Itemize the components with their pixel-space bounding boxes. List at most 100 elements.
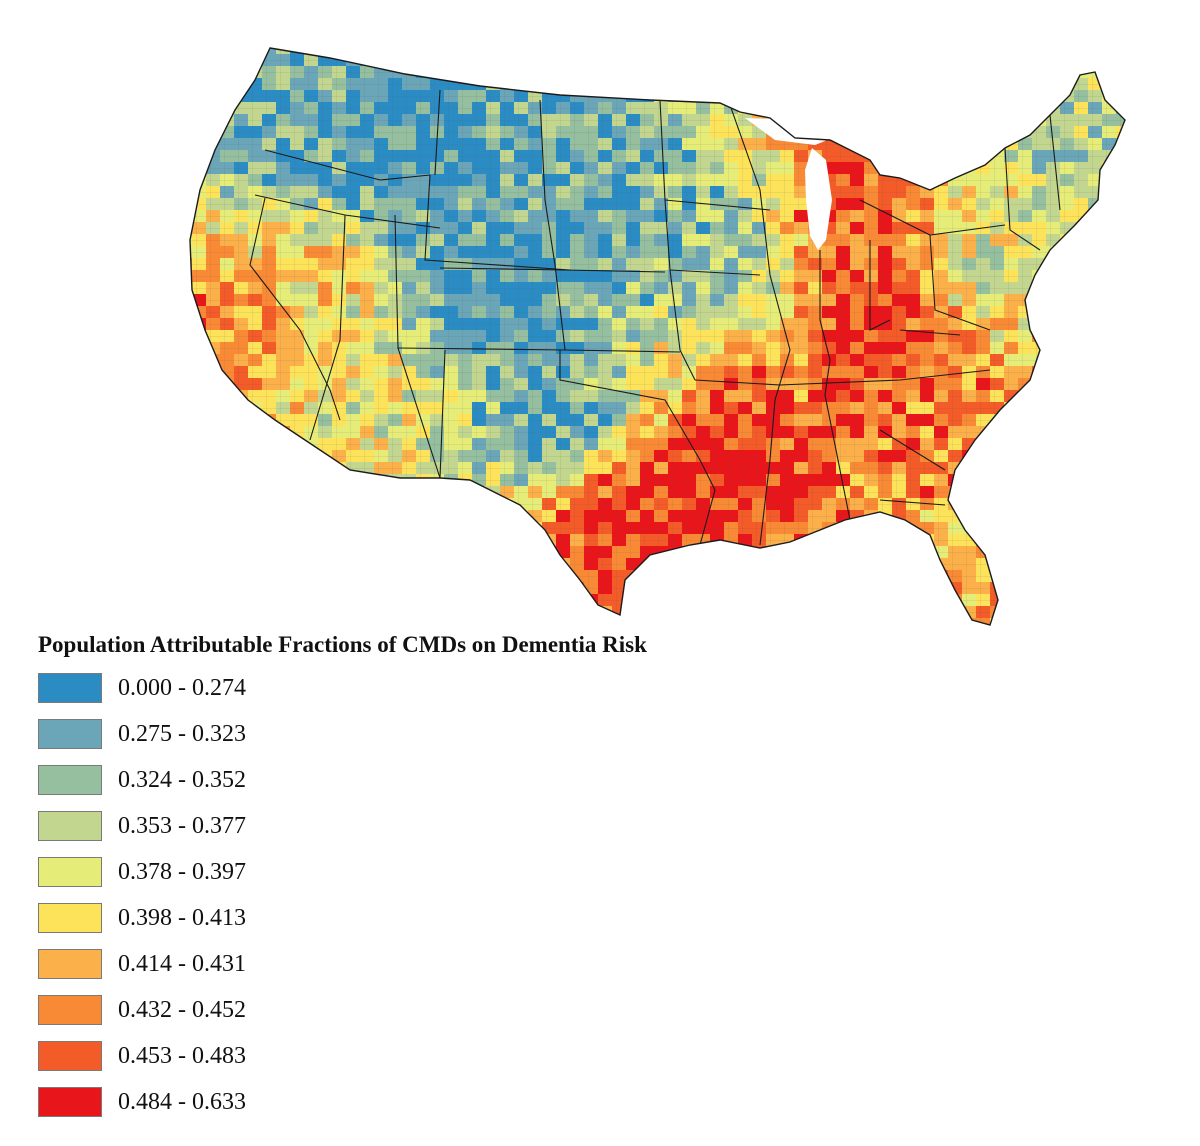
county-cell (374, 570, 389, 583)
county-cell (738, 30, 752, 42)
county-cell (1116, 366, 1125, 379)
county-cell (1074, 342, 1089, 355)
county-cell (248, 558, 263, 571)
county-cell (878, 102, 893, 115)
county-cell (1046, 306, 1061, 319)
county-cell (962, 474, 977, 487)
county-cell (304, 462, 319, 475)
county-cell (430, 594, 445, 607)
county-cell (668, 618, 683, 625)
county-cell (1088, 318, 1103, 331)
county-cell (892, 54, 907, 67)
county-cell (430, 618, 445, 625)
county-cell (206, 570, 221, 583)
county-cell (220, 90, 235, 103)
county-cell (1060, 450, 1075, 463)
county-cell (934, 618, 949, 625)
county-cell (808, 534, 823, 547)
county-cell (766, 54, 781, 67)
county-cell (822, 30, 836, 42)
county-cell (262, 486, 277, 499)
county-cell (1032, 30, 1046, 42)
county-cell (220, 390, 235, 403)
county-cell (220, 102, 235, 115)
county-cell (430, 510, 445, 523)
county-cell (1074, 282, 1089, 295)
county-cell (444, 30, 458, 42)
county-cell (822, 48, 837, 55)
county-cell (528, 594, 543, 607)
county-cell (976, 114, 991, 127)
county-cell (1102, 222, 1117, 235)
county-cell (304, 534, 319, 547)
county-cell (920, 126, 935, 139)
county-cell (990, 114, 1005, 127)
county-cell (220, 30, 234, 42)
county-cell (1130, 198, 1144, 210)
county-cell (1060, 462, 1075, 475)
county-cell (1046, 426, 1061, 439)
county-cell (948, 630, 962, 640)
county-cell (290, 498, 305, 511)
county-cell (190, 282, 193, 295)
county-cell (1060, 48, 1075, 55)
county-cell (190, 390, 193, 403)
county-cell (1144, 162, 1158, 174)
county-cell (164, 582, 178, 594)
county-cell (1116, 90, 1125, 103)
county-cell (290, 30, 304, 42)
county-cell (164, 210, 178, 222)
county-cell (1116, 78, 1125, 91)
county-cell (416, 606, 431, 619)
county-cell (850, 570, 865, 583)
county-cell (206, 378, 221, 391)
county-cell (794, 30, 808, 42)
county-cell (262, 558, 277, 571)
county-cell (1088, 486, 1103, 499)
county-cell (290, 618, 305, 625)
county-cell (1102, 402, 1117, 415)
county-cell (150, 162, 164, 174)
county-cell (304, 474, 319, 487)
county-cell (190, 222, 193, 235)
county-cell (416, 48, 431, 55)
county-cell (906, 582, 921, 595)
county-cell (1116, 378, 1125, 391)
county-cell (206, 426, 221, 439)
county-cell (1018, 462, 1033, 475)
county-cell (248, 414, 263, 427)
county-cell (220, 462, 235, 475)
county-cell (150, 66, 164, 78)
county-cell (472, 594, 487, 607)
county-cell (1060, 558, 1075, 571)
county-cell (150, 378, 164, 390)
county-cell (1018, 402, 1033, 415)
county-cell (332, 486, 347, 499)
county-cell (1074, 486, 1089, 499)
county-cell (752, 102, 767, 115)
county-cell (710, 606, 725, 619)
county-cell (500, 522, 515, 535)
county-cell (892, 30, 906, 42)
county-cell (234, 522, 249, 535)
county-cell (220, 438, 235, 451)
county-cell (864, 570, 879, 583)
county-cell (570, 78, 585, 91)
county-cell (276, 474, 291, 487)
county-cell (990, 474, 1005, 487)
county-cell (808, 546, 823, 559)
county-cell (1144, 270, 1158, 282)
legend-item: 0.432 - 0.452 (38, 995, 438, 1027)
county-cell (1102, 330, 1117, 343)
county-cell (542, 618, 557, 625)
county-cell (416, 570, 431, 583)
county-cell (1046, 522, 1061, 535)
county-cell (990, 30, 1004, 42)
county-cell (1046, 450, 1061, 463)
legend-label: 0.378 - 0.397 (118, 859, 246, 885)
county-cell (164, 606, 178, 618)
county-cell (1032, 522, 1047, 535)
county-cell (948, 102, 963, 115)
county-cell (892, 138, 907, 151)
county-cell (402, 54, 417, 67)
